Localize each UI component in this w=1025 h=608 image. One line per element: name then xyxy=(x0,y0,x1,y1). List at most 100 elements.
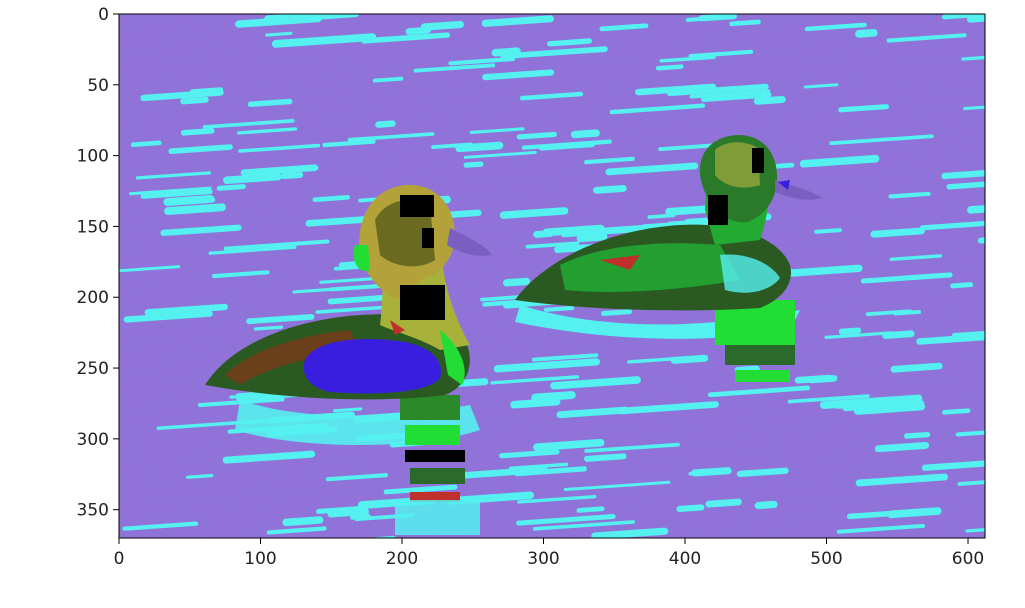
ripple xyxy=(292,287,341,294)
ripple xyxy=(322,139,376,148)
ripple xyxy=(855,29,878,38)
ripple xyxy=(688,469,728,476)
ripple xyxy=(808,375,838,384)
ripple xyxy=(122,521,199,531)
ripple xyxy=(754,500,778,510)
ripple xyxy=(315,305,391,314)
ripple xyxy=(658,143,719,152)
x-tick-label: 400 xyxy=(669,549,701,569)
ripple xyxy=(753,95,786,105)
ripple xyxy=(889,254,943,262)
ripple xyxy=(532,520,636,531)
ripple xyxy=(957,479,985,486)
ripple xyxy=(955,425,985,437)
ripple xyxy=(787,394,870,404)
ripple xyxy=(583,453,627,462)
left-duck-neck-patch xyxy=(400,285,445,320)
y-tick-label: 300 xyxy=(77,430,109,450)
left-duck-bill xyxy=(447,228,492,256)
ripple xyxy=(688,49,754,59)
ripple xyxy=(223,172,282,185)
y-tick-label: 200 xyxy=(77,288,109,308)
ripple xyxy=(920,219,985,231)
ripple xyxy=(525,241,580,249)
ripple xyxy=(280,171,304,180)
ripple xyxy=(516,131,557,140)
ripple xyxy=(531,353,599,362)
left-duck xyxy=(205,184,492,400)
ripple xyxy=(963,105,985,111)
ripple xyxy=(670,354,709,364)
right-duck-eye-patch xyxy=(752,148,764,173)
ripple xyxy=(729,19,761,27)
x-tick-label: 600 xyxy=(952,549,984,569)
ripple xyxy=(860,272,953,284)
ripple xyxy=(814,228,842,234)
x-tick-label: 300 xyxy=(527,549,559,569)
ripple xyxy=(374,535,396,538)
ripple xyxy=(180,96,209,105)
ripple xyxy=(550,376,641,390)
ripple xyxy=(736,467,789,478)
ripple xyxy=(499,449,560,459)
ripple xyxy=(707,385,811,398)
ripple xyxy=(967,14,985,23)
y-tick-label: 350 xyxy=(77,501,109,521)
ripple xyxy=(542,224,605,237)
ripple xyxy=(499,207,569,219)
y-tick-label: 0 xyxy=(98,5,109,25)
left-duck-breast xyxy=(303,339,441,394)
y-tick-label: 150 xyxy=(77,217,109,237)
ripple xyxy=(560,224,653,238)
ripple xyxy=(246,314,315,325)
ripple xyxy=(609,103,706,115)
x-tick-label: 100 xyxy=(244,549,276,569)
ripple xyxy=(803,83,839,89)
ripple xyxy=(556,406,629,419)
ripple xyxy=(271,33,377,48)
ripple xyxy=(838,327,862,335)
ripple xyxy=(655,64,684,71)
ripple xyxy=(180,128,215,136)
ripple xyxy=(238,143,321,153)
ripple xyxy=(570,129,600,139)
ripple xyxy=(824,331,893,340)
ripple xyxy=(874,441,930,453)
x-tick-label: 500 xyxy=(810,549,842,569)
ripple xyxy=(282,516,324,527)
ripple xyxy=(312,195,351,202)
ripple xyxy=(480,295,523,302)
ripple xyxy=(130,140,162,148)
ripple xyxy=(516,513,616,526)
ripple xyxy=(469,127,525,135)
ripple xyxy=(481,15,554,27)
x-tick-label: 0 xyxy=(114,549,125,569)
ripple xyxy=(490,375,580,385)
ripple xyxy=(601,309,633,316)
y-axis: 0 50 100 150 200 250 300 350 xyxy=(77,5,119,521)
ripple xyxy=(950,282,974,289)
ripple xyxy=(164,203,226,216)
x-axis: 0 100 200 300 400 500 600 xyxy=(114,538,984,569)
ripple xyxy=(888,191,931,199)
ripple xyxy=(361,32,451,44)
left-duck-reflection xyxy=(235,395,480,535)
ripple xyxy=(123,310,213,323)
ripple xyxy=(491,494,527,501)
ripple xyxy=(543,305,575,312)
ripple xyxy=(865,309,913,317)
ripple xyxy=(160,224,242,237)
ripple xyxy=(316,505,369,514)
ripple xyxy=(144,303,229,316)
ripple xyxy=(689,89,771,99)
ripple xyxy=(617,401,719,415)
ripple xyxy=(882,330,915,339)
ripple xyxy=(431,142,473,150)
right-duck-body-bright xyxy=(560,243,740,292)
ripple xyxy=(500,46,608,60)
ripple xyxy=(129,186,212,196)
right-duck xyxy=(515,135,822,311)
ripple xyxy=(372,76,404,83)
ripple xyxy=(855,473,949,487)
ripple xyxy=(838,104,890,113)
